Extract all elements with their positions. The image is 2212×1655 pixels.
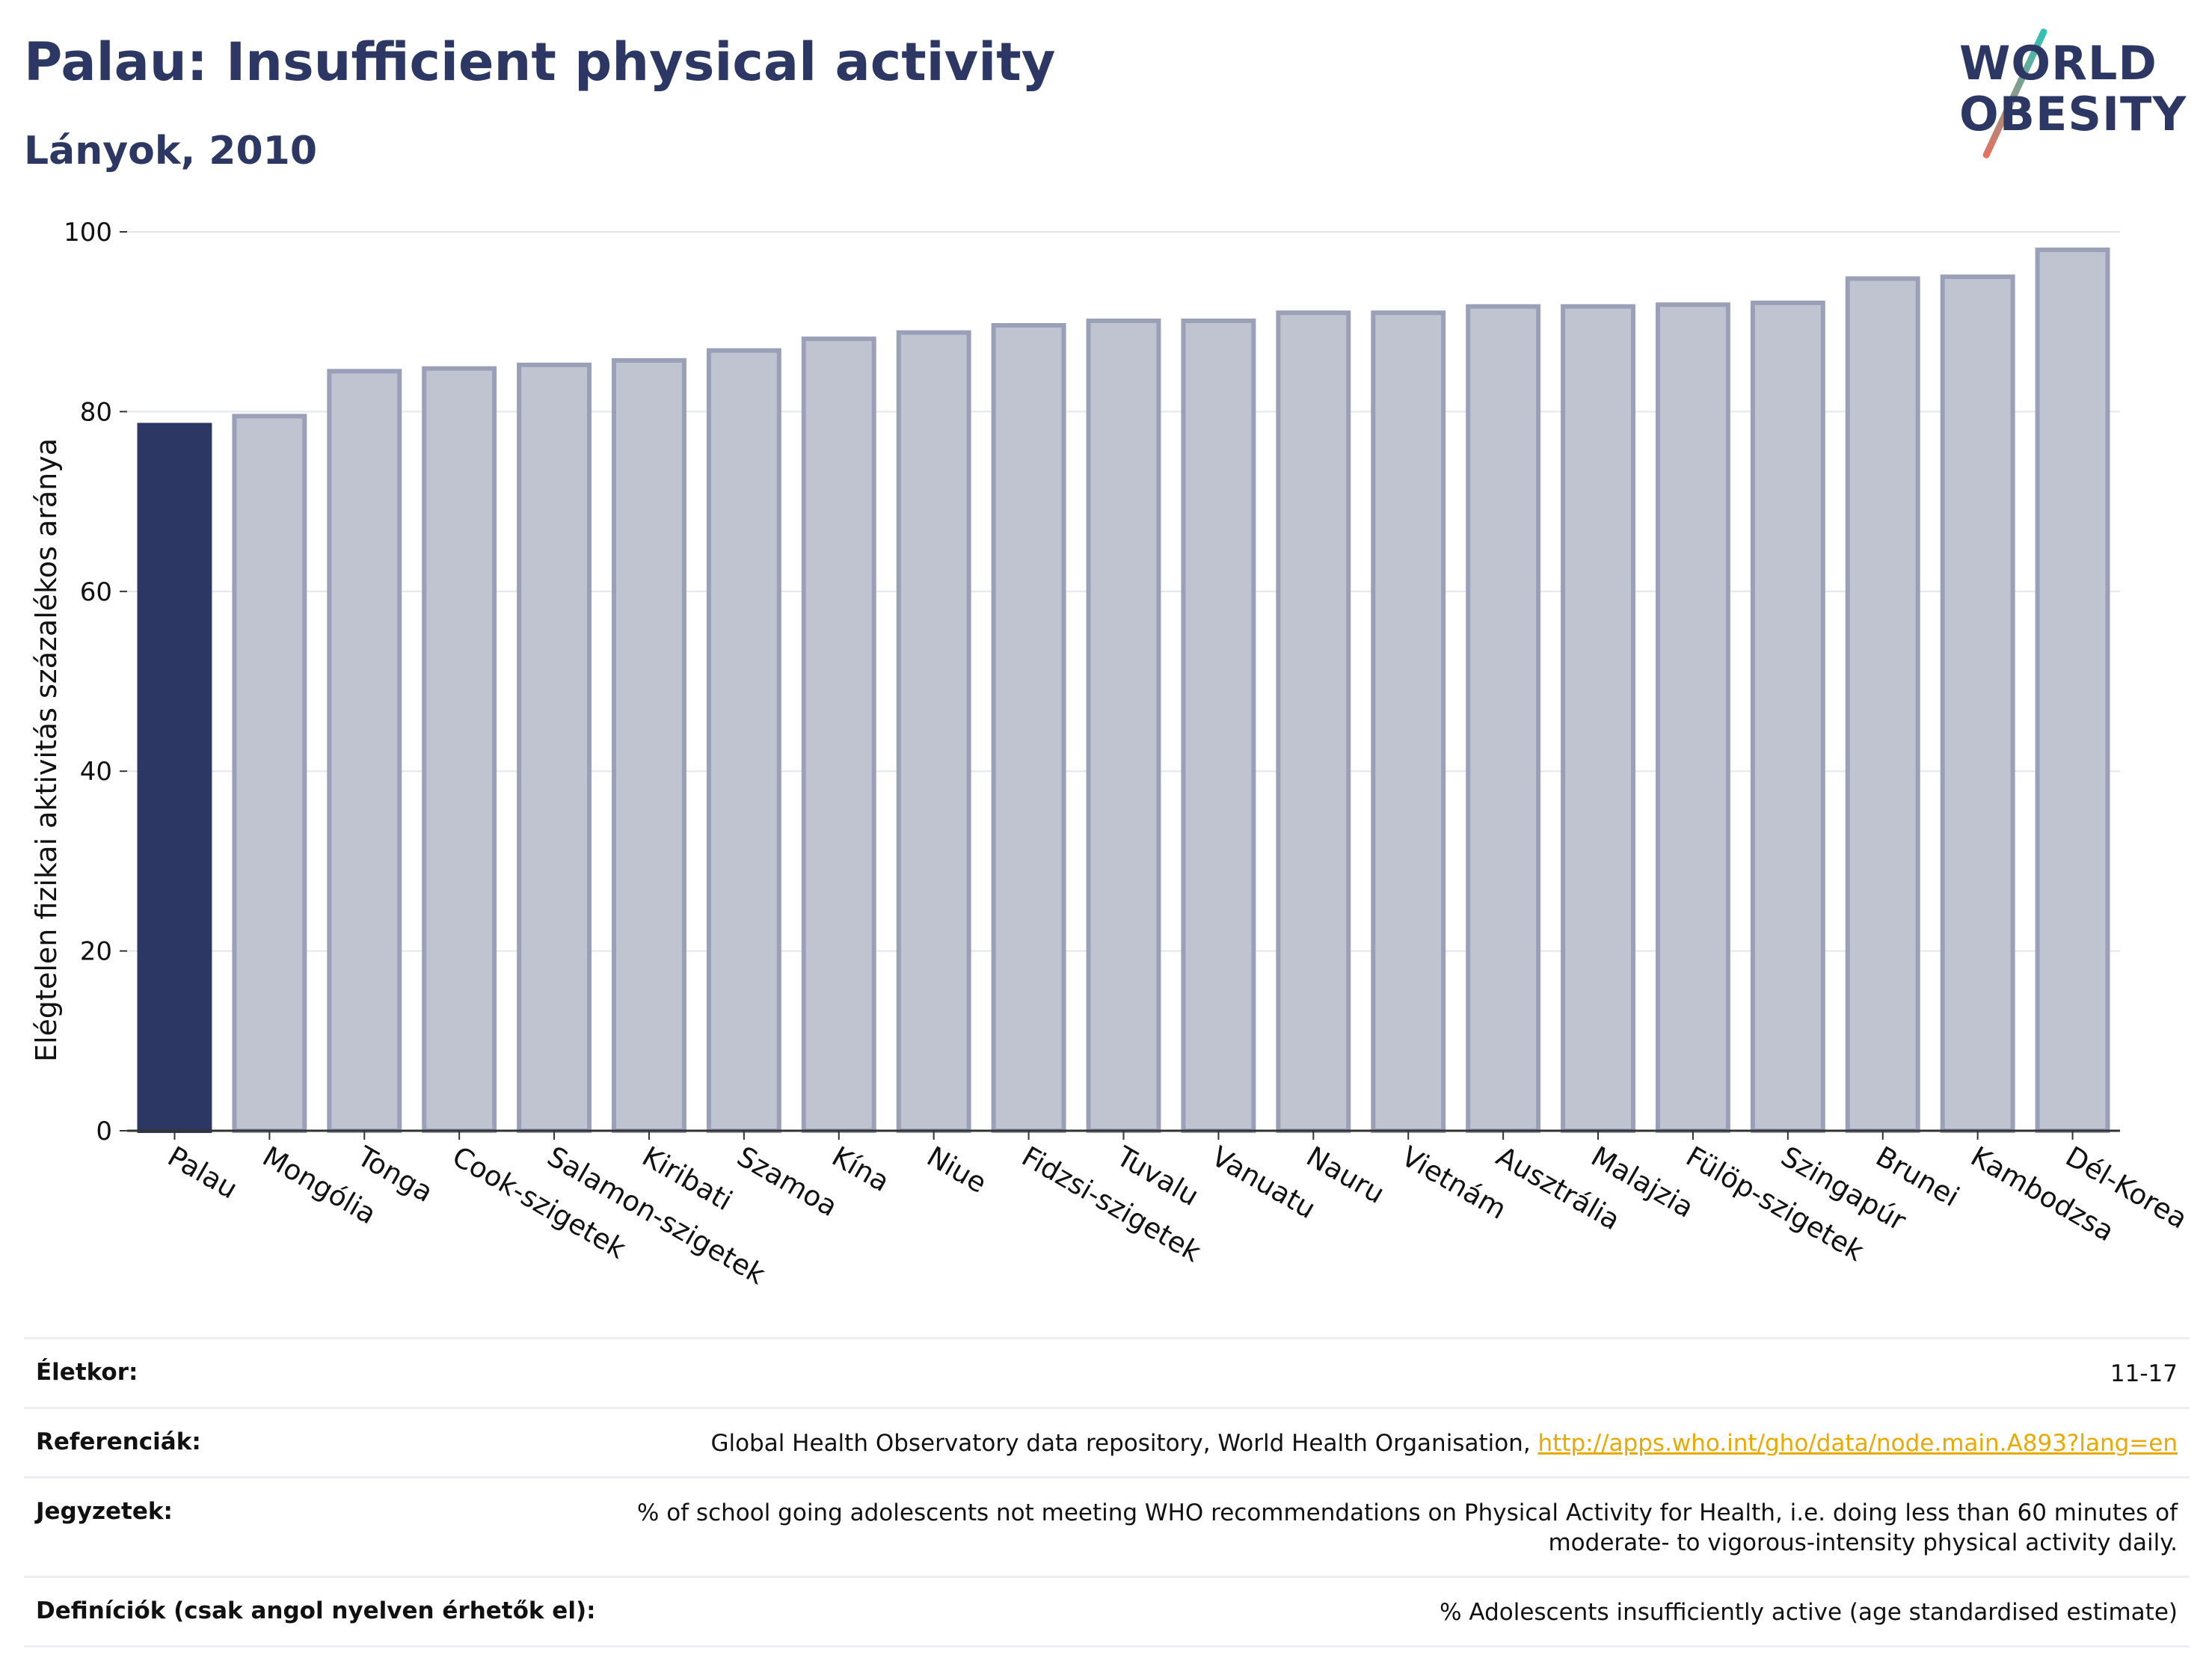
bar-6: [706, 348, 781, 1134]
metadata-table: Életkor: 11-17 Referenciák: Global Healt…: [24, 1337, 2190, 1648]
logo-line-2: OBESITY: [1959, 87, 2187, 141]
reference-link[interactable]: http://apps.who.int/gho/data/node.main.A…: [1537, 1430, 2178, 1457]
y-tick-label: 100: [64, 218, 112, 248]
x-tick-label: Szamoa: [731, 1140, 843, 1223]
bar-10: [1086, 318, 1161, 1133]
bar-5: [612, 357, 686, 1133]
x-tick-label: Palau: [162, 1140, 243, 1206]
world-obesity-logo: WORLD OBESITY: [1944, 21, 2199, 160]
y-tick-label: 40: [80, 757, 112, 787]
bar-17: [1750, 300, 1825, 1133]
bar-8: [896, 330, 971, 1133]
x-tick-label: Niue: [921, 1140, 992, 1200]
bar-18: [1845, 276, 1920, 1133]
meta-value-wrap: Global Health Observatory data repositor…: [710, 1428, 2178, 1458]
y-tick-label: 60: [80, 577, 112, 607]
bar-2: [327, 369, 402, 1133]
meta-value: Global Health Observatory data repositor…: [710, 1430, 1538, 1457]
meta-key: Definíciók (csak angol nyelven érhetők e…: [36, 1597, 596, 1624]
bar-4: [517, 362, 592, 1133]
bar-7: [801, 337, 876, 1134]
bar-9: [991, 323, 1066, 1133]
meta-row-age: Életkor: 11-17: [24, 1337, 2190, 1407]
bar-14: [1466, 304, 1541, 1133]
meta-value: 11-17: [2110, 1360, 2178, 1387]
meta-key: Életkor:: [36, 1359, 138, 1386]
bar-16: [1655, 302, 1730, 1133]
meta-row-notes: Jegyzetek: % of school going adolescents…: [24, 1476, 2190, 1576]
y-tick-label: 20: [80, 937, 112, 967]
y-tick-label: 80: [80, 397, 112, 427]
bar-1: [232, 414, 307, 1133]
bar-12: [1276, 310, 1351, 1133]
meta-value: % Adolescents insufficiently active (age…: [1440, 1599, 2178, 1626]
bar-19: [1940, 274, 2015, 1134]
logo-line-1: WORLD: [1959, 36, 2157, 90]
page-title: Palau: Insufficient physical activity: [24, 31, 1056, 93]
bar-13: [1371, 310, 1446, 1133]
y-tick-label: 0: [96, 1117, 112, 1146]
meta-row-references: Referenciák: Global Health Observatory d…: [24, 1407, 2190, 1476]
meta-key: Jegyzetek:: [36, 1498, 173, 1525]
meta-key: Referenciák:: [36, 1428, 201, 1455]
bar-20: [2035, 248, 2110, 1133]
x-tick-label: Vanuatu: [1206, 1140, 1321, 1226]
x-tick-label: Kína: [826, 1140, 894, 1199]
bar-15: [1561, 304, 1635, 1133]
bar-3: [422, 366, 497, 1134]
bar-0: [137, 423, 212, 1133]
bar-11: [1181, 318, 1256, 1133]
x-tick-label: Vietnám: [1396, 1140, 1512, 1226]
bar-layer: [137, 248, 2110, 1134]
meta-value: % of school going adolescents not meetin…: [636, 1499, 2178, 1556]
page-subtitle: Lányok, 2010: [24, 129, 318, 174]
meta-row-definitions: Definíciók (csak angol nyelven érhetők e…: [24, 1576, 2190, 1648]
